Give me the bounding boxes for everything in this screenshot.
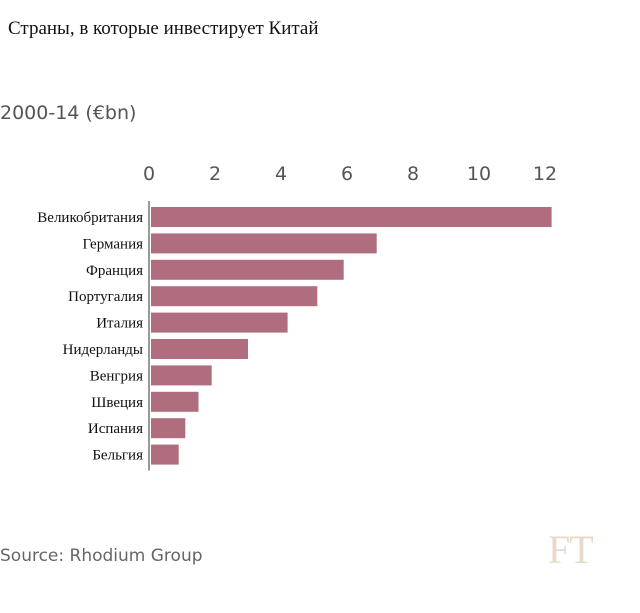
bar: [151, 391, 199, 412]
category-label: Венгрия: [90, 368, 143, 384]
category-label: Испания: [88, 421, 143, 437]
bar: [151, 233, 377, 254]
category-label: Великобритания: [37, 210, 143, 226]
x-tick-label: 10: [467, 163, 491, 185]
bar: [151, 418, 186, 439]
chart-title: Страны, в которые инвестирует Китай: [8, 18, 319, 39]
x-tick-label: 6: [341, 163, 353, 185]
category-label: Франция: [86, 263, 143, 279]
category-label: Нидерланды: [63, 342, 143, 358]
x-tick-label: 0: [143, 163, 155, 185]
x-tick-label: 12: [533, 163, 557, 185]
category-label: Германия: [83, 236, 144, 252]
category-label: Бельгия: [92, 448, 143, 464]
source-note: Source: Rhodium Group: [0, 546, 203, 566]
bar: [151, 312, 288, 333]
bar: [151, 286, 318, 307]
ft-logo: FT: [548, 527, 594, 572]
x-tick-label: 8: [407, 163, 419, 185]
bar: [151, 365, 212, 386]
category-label: Италия: [96, 316, 143, 332]
category-label: Швеция: [91, 395, 143, 411]
bar: [151, 444, 179, 465]
bar: [151, 207, 552, 227]
bar: [151, 259, 344, 280]
bar: [151, 339, 248, 359]
x-tick-label: 2: [209, 163, 221, 185]
chart-subtitle: 2000-14 (€bn): [0, 102, 137, 124]
category-label: Португалия: [68, 289, 143, 305]
x-tick-label: 4: [275, 163, 287, 185]
